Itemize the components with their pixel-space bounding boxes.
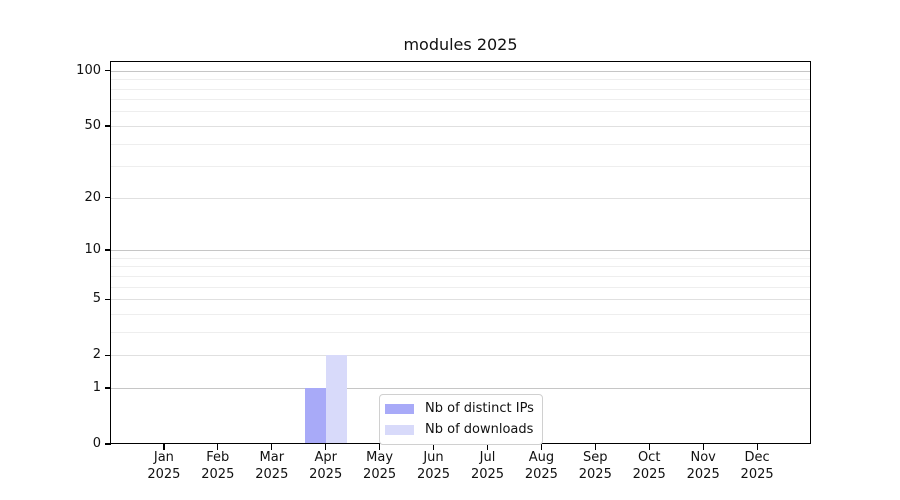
y-tick: [105, 354, 111, 356]
y-gridline-minor: [111, 275, 810, 277]
x-tick-label: Mar 2025: [242, 450, 302, 483]
x-tick-month: Aug: [528, 450, 555, 465]
x-tick: [756, 444, 758, 450]
x-tick-year: 2025: [255, 466, 289, 482]
x-tick: [379, 444, 381, 450]
y-gridline-minor: [111, 88, 810, 90]
x-tick-year: 2025: [416, 466, 451, 482]
x-tick-month: May: [366, 450, 394, 465]
x-tick-month: Jul: [479, 450, 496, 465]
x-tick: [325, 444, 327, 450]
x-tick-label: May 2025: [350, 450, 410, 483]
x-tick-month: Oct: [637, 450, 661, 465]
x-tick-label: Jun 2025: [404, 450, 464, 483]
y-gridline-minor: [111, 166, 810, 168]
y-tick-label: 20: [84, 189, 101, 205]
y-tick-label: 2: [92, 347, 101, 363]
y-tick-label: 5: [92, 291, 101, 307]
y-gridline-minor: [111, 313, 810, 315]
x-tick: [163, 444, 165, 450]
y-tick-label: 0: [92, 436, 101, 451]
x-tick-label: Jul 2025: [458, 450, 518, 483]
legend: Nb of distinct IPs Nb of downloads: [379, 394, 543, 445]
y-gridline: [111, 125, 810, 127]
x-tick-label: Oct 2025: [619, 450, 679, 483]
y-gridline: [111, 299, 810, 301]
y-tick: [105, 249, 111, 251]
x-tick-year: 2025: [147, 466, 181, 482]
x-tick-month: Sep: [583, 450, 608, 465]
x-tick-month: Jun: [423, 450, 444, 465]
x-tick: [594, 444, 596, 450]
legend-swatch-downloads-icon: [385, 425, 414, 435]
y-tick: [105, 125, 111, 127]
x-tick-month: Mar: [259, 450, 285, 465]
y-tick-label: 100: [76, 62, 101, 78]
y-tick: [105, 70, 111, 72]
x-tick: [648, 444, 650, 450]
y-gridline-minor: [111, 286, 810, 288]
y-gridline: [111, 250, 810, 251]
x-tick-year: 2025: [470, 466, 505, 482]
x-tick-label: Apr 2025: [296, 450, 356, 483]
x-tick: [217, 444, 219, 450]
y-gridline: [111, 70, 810, 72]
x-tick-year: 2025: [524, 466, 558, 482]
legend-item-downloads: Nb of downloads: [385, 421, 534, 439]
y-gridline-minor: [111, 143, 810, 145]
y-gridline-minor: [111, 257, 810, 259]
y-gridline: [111, 355, 810, 357]
x-tick-label: Jan 2025: [134, 450, 194, 483]
y-tick: [105, 197, 111, 199]
y-gridline-minor: [111, 111, 810, 113]
x-tick-label: Feb 2025: [188, 450, 248, 483]
x-tick-label: Aug 2025: [511, 450, 571, 483]
x-tick-month: Apr: [314, 450, 337, 465]
y-gridline-minor: [111, 99, 810, 101]
x-tick-month: Feb: [206, 450, 230, 465]
x-tick-year: 2025: [578, 466, 612, 482]
x-tick-year: 2025: [686, 466, 720, 482]
y-tick: [105, 443, 111, 445]
bar-downloads: [325, 355, 347, 444]
x-tick-month: Nov: [690, 450, 716, 465]
x-tick-label: Nov 2025: [673, 450, 733, 483]
x-tick: [702, 444, 704, 450]
y-gridline: [111, 197, 810, 199]
y-gridline-minor: [111, 266, 810, 268]
y-gridline-minor: [111, 331, 810, 333]
x-tick-year: 2025: [632, 466, 666, 482]
x-tick: [486, 444, 489, 450]
x-tick: [432, 444, 435, 450]
chart-title: modules 2025: [403, 35, 518, 54]
x-tick-month: Jan: [153, 450, 174, 465]
y-tick-label: 1: [92, 379, 101, 395]
x-tick-year: 2025: [363, 466, 397, 482]
y-tick-label: 10: [84, 242, 101, 257]
x-tick-label: Sep 2025: [565, 450, 625, 483]
legend-label-downloads: Nb of downloads: [425, 422, 534, 437]
x-tick: [540, 444, 543, 450]
y-tick: [105, 298, 111, 300]
plot-border: [110, 61, 811, 444]
x-tick: [271, 444, 273, 450]
bar-distinct-ips: [304, 387, 326, 444]
legend-label-distinct-ips: Nb of distinct IPs: [425, 401, 534, 416]
legend-swatch-distinct-ips-icon: [385, 404, 414, 414]
x-tick-year: 2025: [740, 466, 774, 482]
y-tick-label: 50: [84, 117, 101, 133]
x-tick-year: 2025: [309, 466, 343, 482]
x-tick-label: Dec 2025: [727, 450, 787, 483]
x-tick-year: 2025: [201, 466, 235, 482]
y-gridline: [111, 387, 810, 389]
legend-item-distinct-ips: Nb of distinct IPs: [385, 400, 534, 418]
x-tick-month: Dec: [744, 450, 770, 465]
y-gridline-minor: [111, 79, 810, 81]
y-tick: [105, 387, 111, 389]
